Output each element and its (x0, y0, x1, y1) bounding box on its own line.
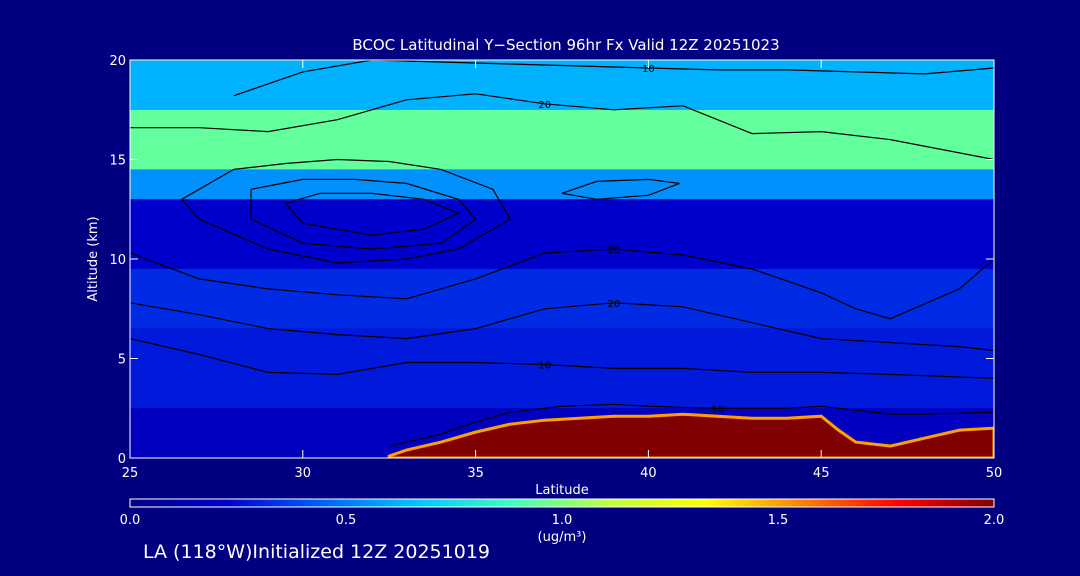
contour-label-8: 10 (538, 360, 551, 371)
axes: 25 30 35 40 45 50 0 5 10 15 20 (109, 54, 1002, 481)
y-tick-label-0: 0 (118, 452, 126, 467)
contour-line-4 (285, 192, 460, 236)
concentration-field (130, 60, 994, 458)
contour-line-9 (389, 403, 994, 447)
surface-maximum-region (387, 412, 994, 458)
field-band-1 (130, 109, 994, 170)
field-band-4 (130, 268, 994, 329)
contour-label-7: 20 (607, 299, 620, 310)
y-tick-label-15: 15 (109, 154, 126, 169)
contour-label-9: 10 (711, 404, 724, 415)
contour-label-1: 20 (538, 100, 551, 111)
y-axis-label: Altitude (km) (86, 216, 101, 301)
colorbar-tick-1.5: 1.5 (768, 513, 789, 528)
chart-title: BCOC Latitudinal Y−Section 96hr Fx Valid… (352, 36, 779, 54)
x-tick-label-25: 25 (122, 466, 139, 481)
contour-line-3 (250, 178, 477, 250)
contour-line-8 (130, 338, 994, 379)
field-band-3 (130, 199, 994, 269)
contour-line-2 (180, 158, 512, 264)
y-tick-label-10: 10 (109, 253, 126, 268)
field-band-0 (130, 60, 994, 110)
contour-line-7 (130, 302, 994, 352)
colorbar-tick-1.0: 1.0 (552, 513, 573, 528)
contour-lines: 10 20 20 20 10 10 (130, 60, 994, 447)
x-tick-label-50: 50 (986, 466, 1003, 481)
colorbar-tick-0.5: 0.5 (336, 513, 357, 528)
colorbar-units: (ug/m³) (538, 530, 587, 545)
contour-line-5 (561, 178, 680, 200)
x-tick-label-40: 40 (640, 466, 657, 481)
x-axis-label: Latitude (535, 483, 589, 498)
colorbar-gradient (129, 498, 995, 508)
field-band-5 (130, 328, 994, 409)
colorbar: 0.0 0.5 1.0 1.5 2.0 (120, 498, 1005, 528)
colorbar-tick-2.0: 2.0 (984, 513, 1005, 528)
colorbar-tick-0.0: 0.0 (120, 513, 141, 528)
contour-label-0: 10 (642, 64, 655, 75)
init-footer: LA (118°W)Initialized 12Z 20251019 (143, 541, 490, 563)
x-tick-label-35: 35 (467, 466, 484, 481)
contour-line-6 (130, 248, 994, 320)
x-tick-label-30: 30 (295, 466, 312, 481)
x-tick-label-45: 45 (813, 466, 830, 481)
contour-line-1 (130, 93, 994, 161)
field-band-2 (130, 169, 994, 200)
y-tick-label-5: 5 (118, 353, 126, 368)
contour-label-6: 20 (607, 245, 620, 256)
y-tick-label-20: 20 (109, 54, 126, 69)
contour-line-0 (233, 60, 994, 97)
